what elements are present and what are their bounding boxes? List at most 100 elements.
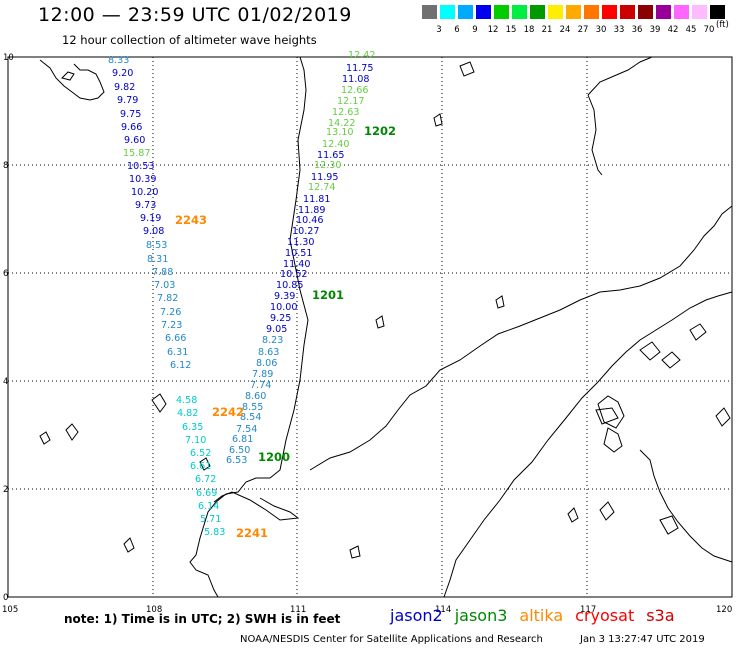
track-time-label: 1200	[258, 450, 290, 464]
wave-height-value: 7.26	[160, 307, 181, 318]
latitude-label: 4	[3, 377, 8, 387]
track-time-label: 2243	[175, 213, 207, 227]
latitude-label: 0	[3, 593, 8, 603]
legend-altika: altika	[519, 606, 564, 625]
colorbar-swatch	[656, 5, 671, 19]
colorbar-swatch	[530, 5, 545, 19]
wave-height-value: 6.53	[226, 455, 247, 466]
wave-height-value: 12.66	[341, 85, 368, 96]
wave-height-value: 7.89	[252, 369, 273, 380]
colorbar-label: 12	[487, 25, 499, 35]
wave-height-value: 9.75	[120, 109, 141, 120]
map-title: 12:00 — 23:59 UTC 01/02/2019	[38, 4, 352, 26]
longitude-label: 120	[716, 605, 732, 615]
colorbar-label: 21	[541, 25, 553, 35]
latitude-label: 8	[3, 161, 8, 171]
map-frame	[7, 56, 733, 598]
wave-height-value: 6.31	[167, 347, 188, 358]
wave-height-value: 5.83	[204, 527, 225, 538]
wave-height-value: 8.23	[262, 335, 283, 346]
colorbar-label: 39	[649, 25, 661, 35]
wave-height-value: 7.10	[185, 435, 206, 446]
colorbar-swatch	[512, 5, 527, 19]
track-time-labels: 2243 2242 2241 1202 1201 1200	[175, 124, 396, 540]
wave-height-value: 6.66	[165, 333, 186, 344]
wave-height-value: 7.03	[154, 280, 175, 291]
wave-height-value: 6.52	[190, 448, 211, 459]
wave-height-value: 10.27	[292, 226, 319, 237]
latitude-label: 2	[3, 485, 8, 495]
colorbar-swatch	[458, 5, 473, 19]
colorbar-label: 45	[685, 25, 697, 35]
wave-height-value: 8.33	[108, 55, 129, 66]
colorbar-swatch	[692, 5, 707, 19]
colorbar-swatch	[710, 5, 725, 19]
wave-height-value: 9.19	[140, 213, 161, 224]
map-subtitle: 12 hour collection of altimeter wave hei…	[62, 33, 317, 47]
wave-height-value: 9.05	[266, 324, 287, 335]
colorbar-swatch	[476, 5, 491, 19]
wave-height-value: 9.20	[112, 68, 133, 79]
wave-height-value: 8.54	[240, 412, 261, 423]
colorbar-swatch	[674, 5, 689, 19]
wave-height-value: 11.95	[311, 172, 338, 183]
wave-height-value: 6.69	[196, 488, 217, 499]
colorbar-swatch	[638, 5, 653, 19]
wave-height-value: 11.40	[283, 259, 310, 270]
wave-height-value: 10.00	[270, 302, 297, 313]
wave-height-value: 6.81	[232, 434, 253, 445]
coastline	[39, 56, 733, 598]
longitude-label: 114	[435, 605, 451, 615]
wave-height-value: 7.82	[157, 293, 178, 304]
colorbar-swatch	[440, 5, 455, 19]
wave-height-value: 11.30	[287, 237, 314, 248]
colorbar-label: 30	[595, 25, 607, 35]
wave-height-value: 10.53	[127, 161, 154, 172]
wave-height-value: 12.17	[337, 96, 364, 107]
wave-height-value: 10.39	[129, 174, 156, 185]
longitude-labels: 105 108 111 114 117 120	[2, 605, 732, 615]
wave-height-value: 10.85	[276, 280, 303, 291]
wave-height-value: 6.72	[195, 474, 216, 485]
colorbar-label: 3	[436, 25, 442, 35]
colorbar-swatch	[620, 5, 635, 19]
wave-height-value: 8.06	[256, 358, 277, 369]
wave-height-value: 8.53	[146, 240, 167, 251]
colorbar-label: 27	[577, 25, 589, 35]
wave-height-value: 6.14	[198, 501, 219, 512]
wave-height-value: 7.88	[152, 267, 173, 278]
colorbar-swatch	[548, 5, 563, 19]
track-time-label: 2241	[236, 526, 268, 540]
wave-height-value: 5.71	[200, 514, 221, 525]
track-time-label: 2242	[212, 405, 244, 419]
wave-height-value: 14.22	[328, 118, 355, 129]
wave-height-value: 11.08	[342, 74, 369, 85]
colorbar-swatch	[584, 5, 599, 19]
latitude-label: 6	[3, 269, 8, 279]
colorbar-label: 9	[472, 25, 478, 35]
wave-height-value: 8.63	[258, 347, 279, 358]
wave-height-value: 10.52	[280, 269, 307, 280]
legend-cryosat: cryosat	[575, 606, 635, 625]
wave-height-value: 6.35	[182, 422, 203, 433]
longitude-label: 105	[2, 605, 18, 615]
track-time-label: 1201	[312, 288, 344, 302]
colorbar-label: 24	[559, 25, 571, 35]
longitude-label: 117	[580, 605, 596, 615]
colorbar-label: 36	[631, 25, 643, 35]
wave-height-value: 9.08	[143, 226, 164, 237]
wave-height-value: 11.75	[346, 63, 373, 74]
wave-height-value: 9.73	[135, 200, 156, 211]
wave-height-value: 8.55	[242, 402, 263, 413]
longitude-label: 108	[146, 605, 162, 615]
wave-height-value: 9.66	[121, 122, 142, 133]
latitude-label: 10	[3, 53, 14, 63]
colorbar-label: 6	[454, 25, 460, 35]
longitude-label: 111	[290, 605, 306, 615]
wave-height-value: 4.58	[176, 395, 197, 406]
wave-height-value: 4.82	[177, 408, 198, 419]
colorbar-swatch	[602, 5, 617, 19]
wave-height-value: 13.10	[326, 127, 353, 138]
wave-height-value: 9.60	[124, 135, 145, 146]
wave-height-value: 6.50	[229, 445, 250, 456]
